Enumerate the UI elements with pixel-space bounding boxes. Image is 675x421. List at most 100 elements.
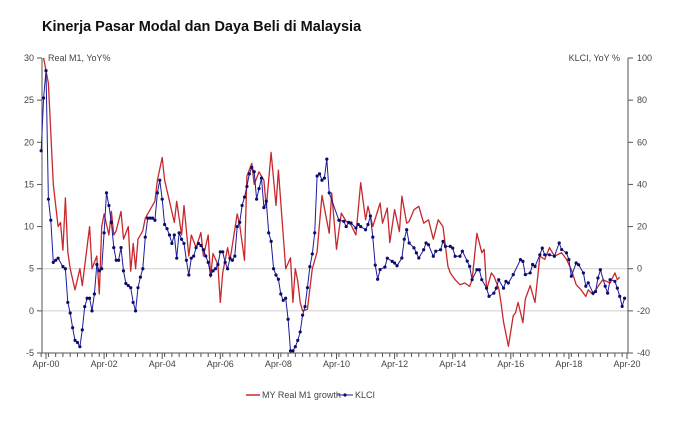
klci-point — [269, 239, 273, 243]
klci-point — [383, 265, 387, 269]
klci-point — [163, 222, 167, 227]
klci-point — [85, 296, 89, 300]
klci-point — [424, 241, 428, 245]
klci-point — [90, 309, 94, 313]
klci-point — [182, 241, 186, 246]
klci-point — [581, 271, 586, 275]
klci-point — [141, 267, 145, 271]
klci-point — [61, 265, 65, 269]
klci-point — [209, 273, 213, 277]
klci-point — [378, 267, 382, 272]
klci-point — [179, 237, 184, 241]
klci-point — [194, 246, 198, 250]
gridlines — [42, 268, 628, 312]
y-left-tick-label: 10 — [24, 222, 34, 232]
klci-point — [298, 330, 302, 334]
klci-point — [235, 224, 239, 229]
klci-point — [598, 268, 602, 272]
klci-point — [347, 220, 351, 224]
klci-point — [126, 283, 130, 288]
klci-point — [252, 170, 256, 174]
klci-point — [606, 291, 610, 295]
klci-point — [199, 243, 203, 248]
y-right-tick-label: 20 — [637, 222, 647, 232]
klci-point — [138, 275, 143, 279]
klci-point — [80, 328, 84, 332]
klci-point — [458, 254, 462, 258]
klci-point — [620, 304, 624, 309]
klci-point — [247, 172, 251, 176]
klci-point — [155, 191, 159, 195]
klci-point — [400, 256, 404, 260]
series-layer — [39, 57, 627, 353]
klci-point — [317, 172, 322, 176]
klci-point — [107, 203, 111, 208]
klci-point — [405, 228, 409, 232]
klci-point — [528, 271, 532, 275]
klci-point — [530, 262, 535, 267]
klci-point — [201, 248, 205, 252]
klci-point — [192, 254, 196, 258]
klci-point — [560, 247, 564, 252]
klci-point — [95, 262, 99, 267]
klci-point — [354, 226, 358, 230]
klci-point — [187, 273, 191, 277]
klci-point — [564, 251, 569, 255]
x-tick-label: Apr-12 — [381, 359, 408, 369]
klci-point — [41, 96, 46, 100]
klci-point — [167, 233, 172, 237]
klci-point — [281, 298, 285, 302]
klci-point — [518, 258, 523, 262]
axes: 30 25 20 15 10 5 0 -5 100 80 60 40 20 0 -20 -40 Apr-00 Ap… — [24, 53, 652, 369]
klci-point — [315, 174, 319, 178]
klci-point — [538, 253, 542, 257]
y-axis-left-label: Real M1, YoY% — [48, 53, 111, 63]
klci-point — [371, 235, 375, 239]
klci-point — [593, 289, 598, 294]
klci-point — [356, 222, 360, 227]
klci-point — [267, 231, 271, 235]
y-axis-right-label: KLCI, YoY % — [569, 53, 620, 63]
klci-point — [301, 313, 305, 317]
klci-point — [533, 264, 537, 268]
klci-point — [286, 317, 290, 321]
y-left-tick-label: 15 — [24, 179, 34, 189]
klci-point — [451, 246, 455, 250]
klci-point — [92, 292, 97, 296]
klci-point — [44, 69, 48, 73]
klci-point — [216, 262, 220, 267]
klci-point — [211, 269, 215, 273]
klci-point — [172, 233, 176, 237]
klci-point — [414, 251, 418, 255]
klci-point — [276, 277, 280, 281]
klci-point — [46, 197, 51, 201]
klci-point — [426, 243, 431, 247]
klci-point — [230, 258, 235, 262]
klci-point — [153, 218, 157, 222]
klci-point — [322, 176, 326, 180]
klci-point — [618, 294, 622, 298]
klci-point — [448, 244, 452, 248]
klci-point — [68, 311, 72, 315]
x-tick-label: Apr-00 — [32, 359, 59, 369]
klci-point — [310, 252, 314, 256]
klci-point — [71, 326, 75, 330]
klci-point — [102, 231, 106, 235]
klci-point — [584, 284, 588, 288]
x-tick-label: Apr-20 — [613, 359, 640, 369]
klci-point — [97, 269, 101, 273]
klci-point — [393, 261, 397, 265]
klci-point — [196, 241, 201, 246]
klci-point — [327, 191, 331, 195]
klci-point — [54, 258, 58, 262]
y-left-tick-label: 5 — [29, 264, 34, 274]
klci-point — [460, 249, 464, 253]
klci-point — [204, 254, 208, 258]
klci-point — [218, 250, 222, 254]
klci-point — [114, 258, 118, 262]
y-left-tick-label: 30 — [24, 53, 34, 63]
y-left-tick-label: 20 — [24, 137, 34, 147]
y-left-tick-label: 25 — [24, 95, 34, 105]
klci-point — [100, 267, 104, 271]
klci-point — [73, 338, 77, 342]
